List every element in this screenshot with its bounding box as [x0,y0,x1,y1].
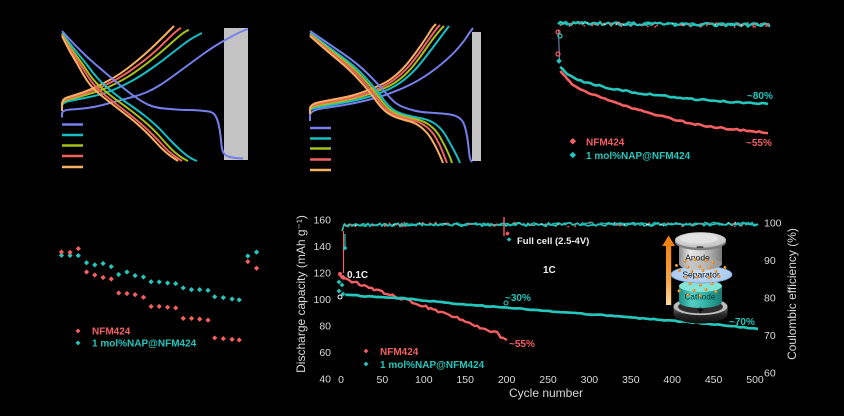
svg-text:~55%: ~55% [746,138,772,149]
svg-text:50: 50 [377,374,389,386]
svg-text:Discharge capacity (mAh g⁻¹): Discharge capacity (mAh g⁻¹) [294,215,308,373]
svg-text:0: 0 [338,374,344,386]
svg-text:1 mol%NAP@NFM424: 1 mol%NAP@NFM424 [586,151,691,162]
svg-text:~80%: ~80% [747,91,773,102]
svg-text:100: 100 [313,294,331,306]
svg-text:100: 100 [415,374,433,386]
svg-text:NFM424: NFM424 [586,138,625,149]
svg-text:80: 80 [764,293,776,305]
svg-text:150: 150 [456,374,474,386]
svg-text:160: 160 [313,215,331,227]
svg-text:120: 120 [313,268,331,280]
svg-text:60: 60 [319,347,331,359]
svg-text:350: 350 [622,374,640,386]
svg-text:200: 200 [498,374,516,386]
svg-text:0.1C: 0.1C [347,270,368,281]
svg-text:250: 250 [539,374,557,386]
svg-text:400: 400 [663,374,681,386]
svg-text:NFM424: NFM424 [92,327,131,338]
svg-text:Cycle number: Cycle number [509,386,583,400]
svg-text:1C: 1C [543,265,556,276]
svg-text:140: 140 [313,241,331,253]
svg-text:Coulombic efficiency (%): Coulombic efficiency (%) [785,228,799,360]
svg-text:80: 80 [319,321,331,333]
svg-text:1 mol%NAP@NFM424: 1 mol%NAP@NFM424 [92,339,197,350]
svg-text:450: 450 [705,374,723,386]
svg-text:Anode: Anode [685,253,710,263]
svg-text:1 mol%NAP@NFM424: 1 mol%NAP@NFM424 [380,360,485,371]
svg-text:40: 40 [319,374,331,386]
svg-text:~30%: ~30% [505,293,531,304]
svg-text:~55%: ~55% [509,339,535,350]
svg-text:+: + [697,305,703,317]
svg-text:Full cell (2.5-4V): Full cell (2.5-4V) [517,236,589,247]
svg-text:90: 90 [764,255,776,267]
svg-text:NFM424: NFM424 [380,347,419,358]
svg-text:~70%: ~70% [729,317,755,328]
svg-text:300: 300 [581,374,599,386]
svg-text:100: 100 [764,218,782,230]
svg-text:Separator: Separator [682,270,719,280]
svg-text:70: 70 [764,330,776,342]
svg-text:60: 60 [764,368,776,380]
svg-text:500: 500 [746,374,764,386]
